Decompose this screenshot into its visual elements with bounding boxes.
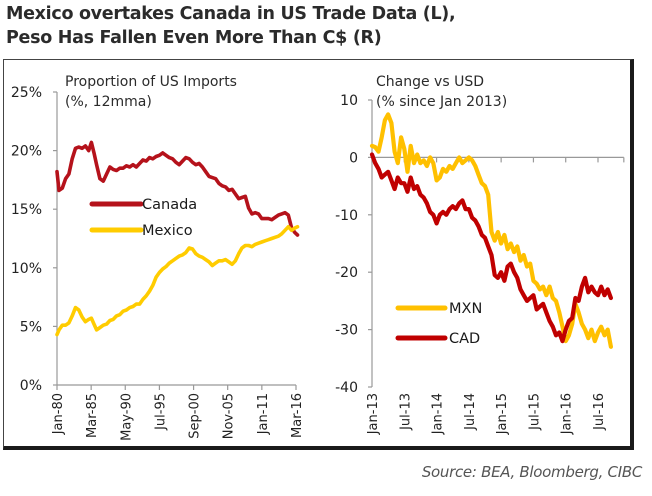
right-y-tick-label: 10 — [340, 93, 358, 109]
right-x-tick-label: Jan-14 — [431, 393, 446, 435]
left-chart-subtitle: (%, 12mma) — [65, 94, 152, 110]
left-y-tick-label: 0% — [20, 378, 42, 394]
legend-label-mexico: Mexico — [142, 223, 193, 239]
left-chart: Proportion of US Imports (%, 12mma) 0% 5%… — [11, 74, 305, 441]
left-y-tick-label: 25% — [11, 85, 42, 101]
left-x-tick-label: Nov-05 — [222, 393, 237, 439]
right-y-tick-label: -40 — [335, 380, 358, 396]
legend-label-canada: Canada — [142, 197, 197, 213]
legend-label-mxn: MXN — [449, 301, 482, 317]
right-x-tick-label: Jul-13 — [398, 393, 413, 431]
left-series-mexico — [55, 225, 300, 337]
left-lines — [55, 140, 300, 337]
left-x-tick-label: Jul-95 — [153, 393, 168, 431]
right-y-tick-label: -30 — [335, 323, 358, 339]
right-y-tick-label: -10 — [335, 208, 358, 224]
chart-title-line-2: Peso Has Fallen Even More Than C$ (R) — [6, 28, 382, 48]
left-series-canada — [55, 140, 300, 237]
left-axes: 0% 5% 10% 15% 20% 25% Jan-80 Mar-85 May-90 Jul-95… — [11, 85, 305, 441]
right-chart: Change vs USD (% since Jan 2013) -40-30-… — [335, 74, 625, 435]
right-x-tick-label: Jul-15 — [527, 393, 542, 431]
source-note: Source: BEA, Bloomberg, CIBC — [421, 463, 642, 481]
right-x-tick-label: Jan-15 — [495, 393, 510, 435]
right-y-tick-label: 0 — [349, 150, 358, 166]
right-x-tick-label: Jul-14 — [463, 393, 478, 431]
left-y-tick-label: 15% — [11, 202, 42, 218]
right-legend: MXN CAD — [395, 301, 482, 347]
left-x-tick-label: Jan-11 — [256, 393, 271, 435]
left-chart-title: Proportion of US Imports — [65, 74, 237, 90]
chart-frame — [3, 59, 634, 450]
right-x-tick-label: Jan-13 — [366, 393, 381, 435]
chart-title: Mexico overtakes Canada in US Trade Data… — [6, 2, 456, 50]
right-chart-title: Change vs USD — [376, 74, 484, 90]
right-series-cad — [369, 152, 614, 344]
left-x-tick-label: May-90 — [119, 393, 134, 441]
left-legend: Canada Mexico — [89, 197, 197, 239]
chart-title-line-1: Mexico overtakes Canada in US Trade Data… — [6, 4, 456, 24]
right-axes: -40 -30 -20 -10 0 10 Jan-13 Jul-13 Jan-14 Jul-14 J… — [335, 93, 625, 435]
left-x-tick-label: Sep-00 — [188, 393, 203, 439]
right-chart-subtitle: (% since Jan 2013) — [376, 94, 507, 110]
right-lines — [369, 112, 614, 349]
right-x-tick-label: Jan-16 — [560, 393, 575, 435]
left-y-tick-label: 5% — [20, 319, 42, 335]
left-x-tick-label: Mar-16 — [290, 393, 305, 438]
right-series-mxn — [369, 112, 614, 349]
legend-label-cad: CAD — [449, 331, 480, 347]
left-y-tick-label: 10% — [11, 261, 42, 277]
right-x-tick-label: Jul-16 — [592, 393, 607, 431]
right-y-tick-label: -20 — [335, 265, 358, 281]
left-x-tick-label: Mar-85 — [85, 393, 100, 438]
left-y-tick-label: 20% — [11, 144, 42, 160]
left-x-tick-label: Jan-80 — [51, 393, 66, 435]
